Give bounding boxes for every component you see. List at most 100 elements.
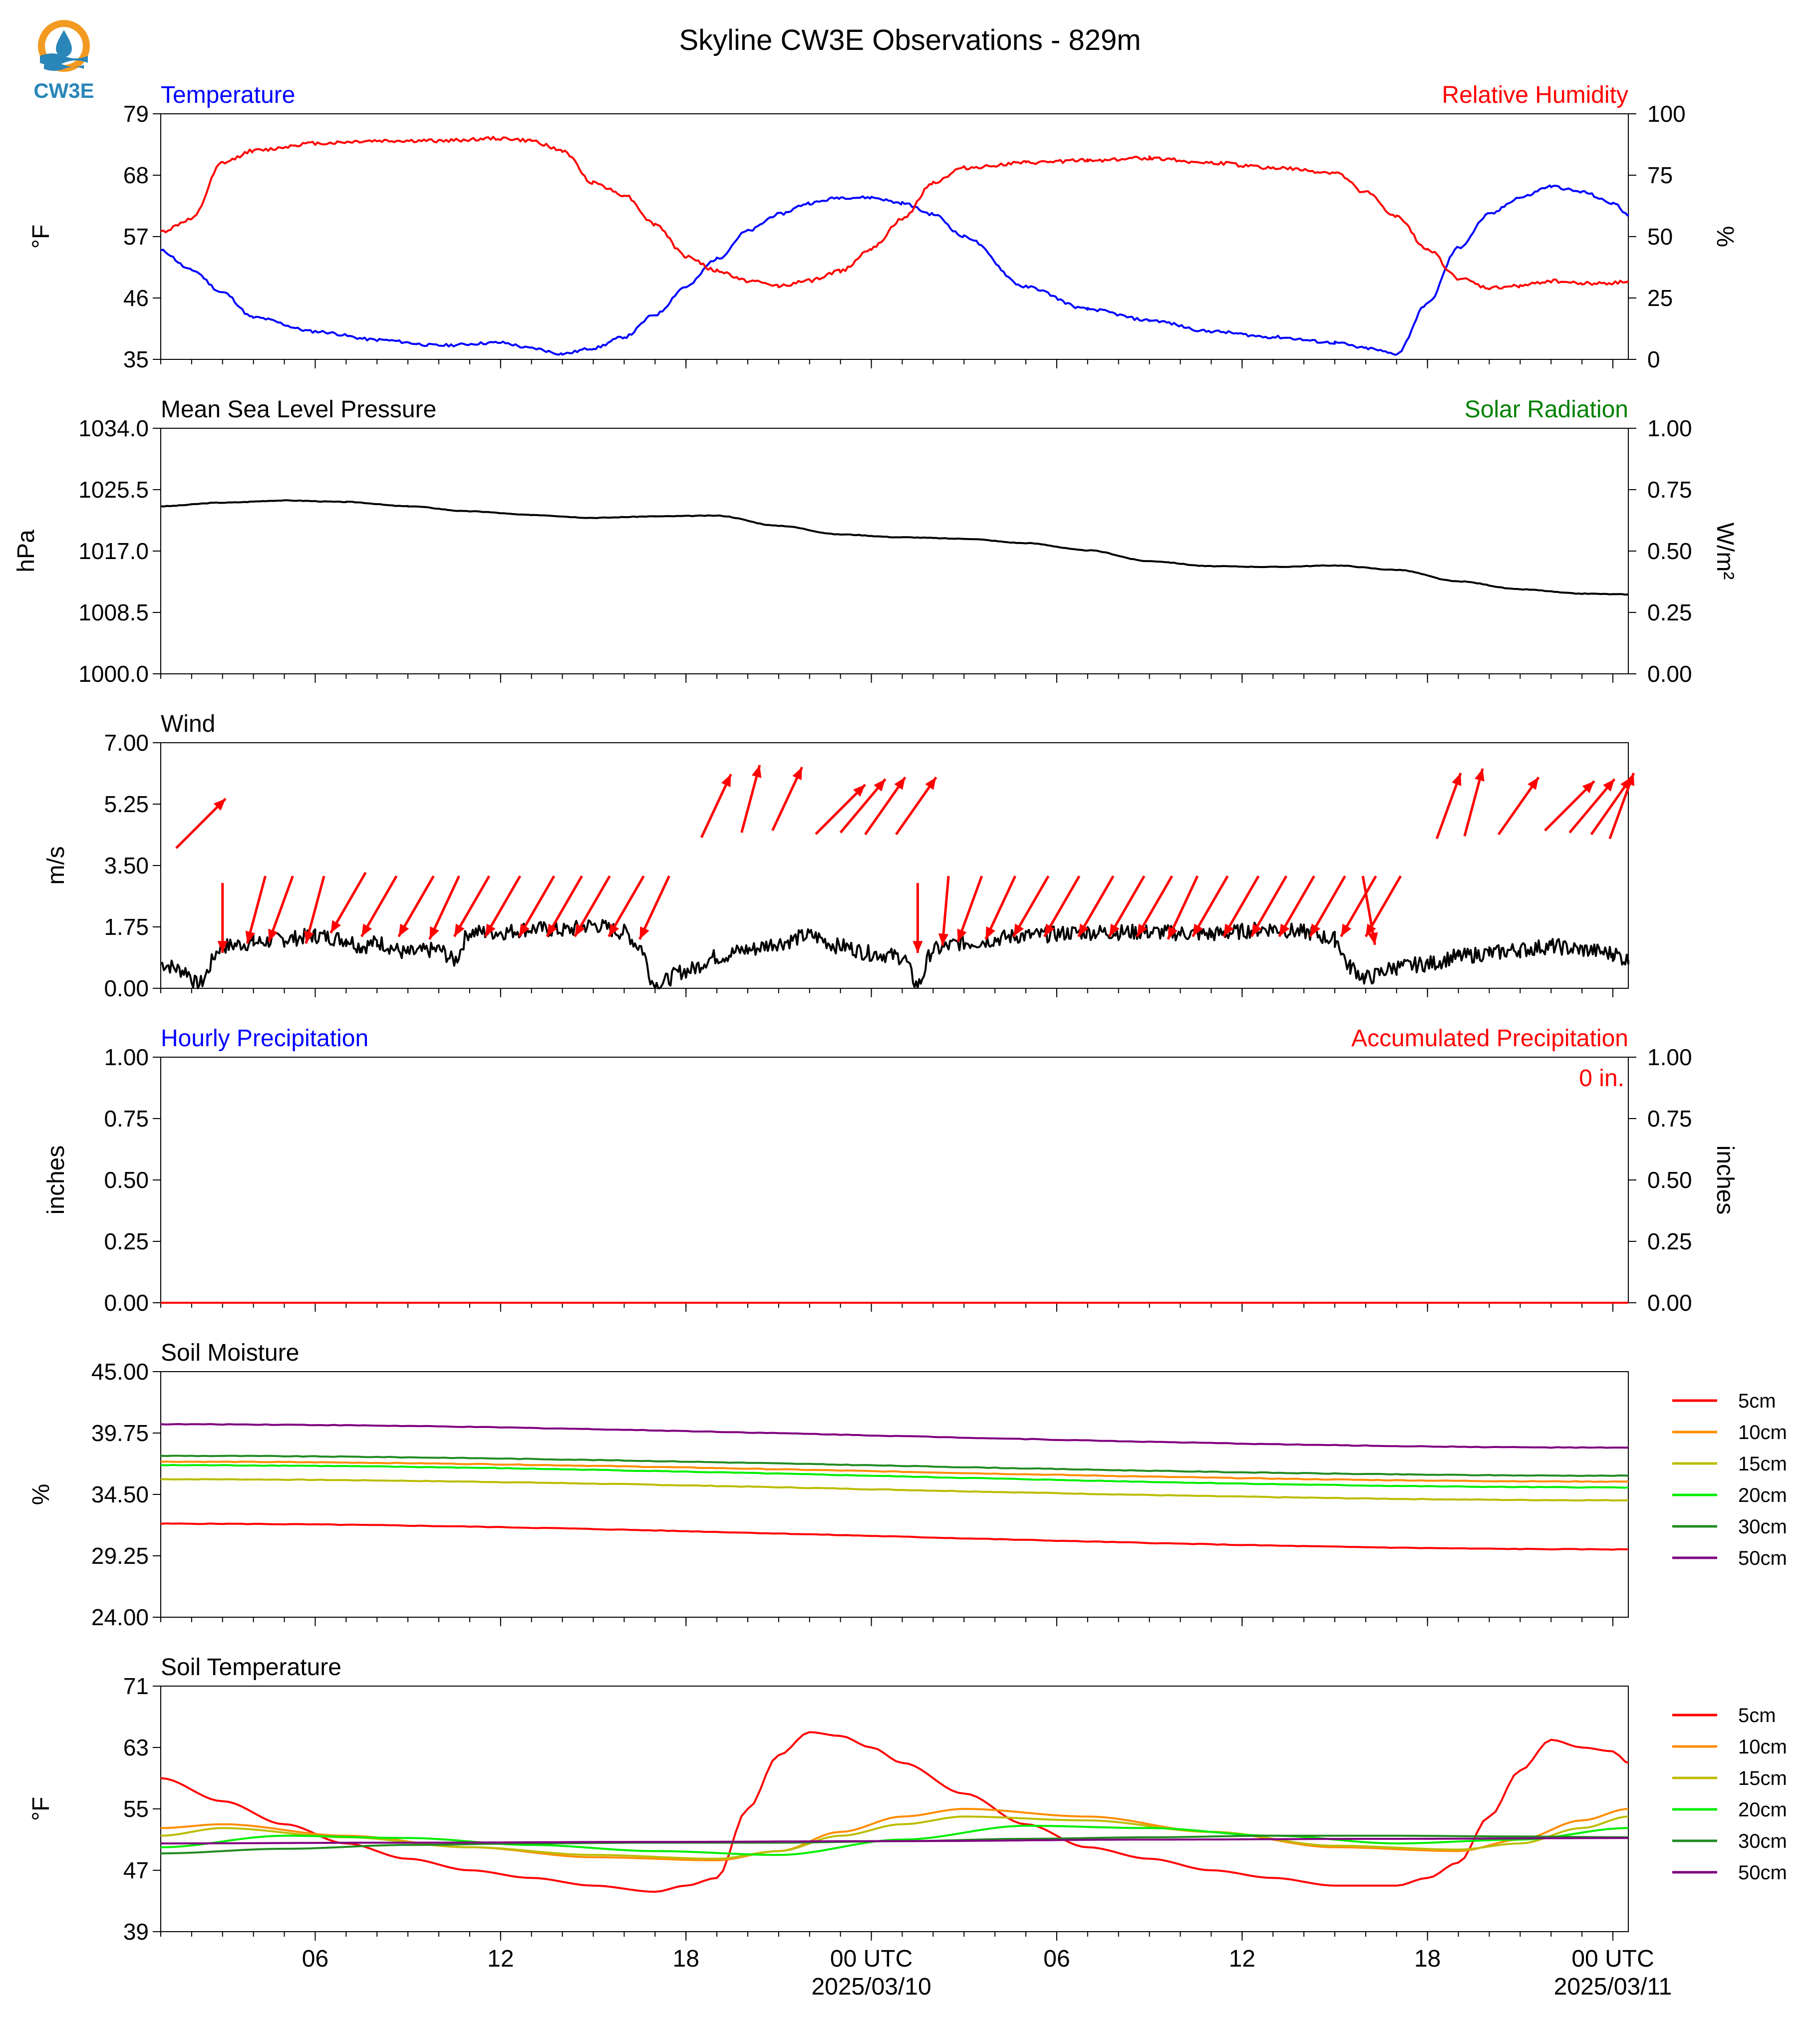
panel-title: Wind (161, 711, 215, 737)
wind-arrow-head (1475, 768, 1485, 782)
wind-arrow (638, 875, 670, 940)
y-tick-label: 24.00 (91, 1604, 149, 1630)
wind-arrow-head (1603, 779, 1615, 792)
plot-frame (160, 428, 1629, 674)
wind-arrow (984, 875, 1017, 940)
y-right-tick-label: 0.25 (1647, 599, 1692, 625)
legend-label: 10cm (1738, 1736, 1787, 1758)
y-right-tick-label: 0.50 (1647, 1167, 1692, 1193)
series-5cm (160, 1731, 1629, 1893)
x-tick-label: 12 (1229, 1946, 1255, 1972)
y-right-tick-label: 1.00 (1647, 1044, 1692, 1070)
wind-arrow-head (874, 779, 886, 792)
accumulated-total-label: 0 in. (1579, 1065, 1624, 1092)
wind-arrow (1250, 875, 1288, 937)
wind-arrow-head (792, 767, 802, 780)
y-right-tick-label: 100 (1647, 101, 1686, 127)
wind-arrow-head (912, 941, 923, 953)
wind-arrow-head (1368, 932, 1378, 945)
y-tick-label: 55 (123, 1796, 149, 1822)
wind-arrow (815, 784, 866, 835)
wind-arrow-head (485, 923, 496, 937)
panel-title: Mean Sea Level Pressure (161, 396, 436, 423)
wind-arrow (956, 875, 983, 942)
y-tick-label: 79 (123, 101, 149, 127)
wind-arrow (1222, 875, 1260, 937)
wind-arrow-head (1625, 773, 1635, 786)
panel-soil-moisture: Soil Moisture 24.00 29.25 34.50 39.75 45.00% 5… (28, 1340, 1787, 1630)
panel-wind: Wind 0.00 1.75 3.50 5.25 7.00 m/s (43, 711, 1635, 1001)
wind-arrow (1136, 875, 1174, 937)
wind-arrow-head (853, 785, 866, 797)
series-50cm (160, 1423, 1629, 1449)
series-5cm (160, 1522, 1629, 1551)
y-tick-label: 1025.5 (78, 477, 149, 503)
wind-arrow-head (938, 933, 949, 946)
y-right-tick-label: 25 (1647, 285, 1673, 311)
legend: 5cm 10cm 15cm 20cm 30cm 50cm (1672, 1390, 1787, 1569)
wind-arrow-head (1168, 926, 1178, 939)
wind-arrow (1608, 772, 1635, 840)
wind-arrow-head (1452, 773, 1462, 786)
legend-label: 15cm (1738, 1453, 1787, 1475)
wind-arrow (895, 776, 937, 836)
wind-arrow (1568, 778, 1616, 834)
wind-arrow-head (957, 928, 967, 942)
wind-arrow-head (547, 923, 558, 937)
panel-right-title: Relative Humidity (1442, 82, 1628, 108)
y-tick-label: 5.25 (104, 791, 149, 817)
x-tick-label: 00 UTC (830, 1946, 912, 1972)
wind-arrow (1278, 875, 1315, 937)
water-drop-sun-logo-icon (38, 20, 90, 72)
panel-temperature-humidity: Temperature Relative Humidity 35 46 57 68 79 °F… (28, 82, 1738, 372)
y-axis-label: °F (28, 1797, 54, 1821)
y-right-tick-label: 75 (1647, 162, 1673, 188)
y-tick-label: 1.00 (104, 1044, 149, 1070)
wind-arrow-head (1137, 923, 1148, 937)
wind-arrow-head (1582, 781, 1594, 794)
wind-arrow-head (1341, 923, 1352, 937)
y-axis-label: hPa (13, 530, 39, 573)
panel-soil-temperature: Soil Temperature 39 47 55 63 71 °F 06 12 18 00 UTC… (28, 1654, 1787, 2000)
y-right-axis-label: % (1712, 226, 1738, 248)
wind-arrow (700, 774, 732, 839)
y-tick-label: 71 (123, 1673, 149, 1699)
y-tick-label: 1008.5 (78, 599, 149, 625)
y-tick-label: 7.00 (104, 730, 149, 756)
wind-arrow-head (1078, 923, 1089, 937)
logo-text: CW3E (33, 79, 94, 102)
legend-label: 5cm (1738, 1390, 1776, 1412)
panel-right-title: Accumulated Precipitation (1351, 1025, 1628, 1052)
cw3e-logo: CW3E (29, 15, 99, 105)
wind-arrow-head (1251, 923, 1262, 937)
y-tick-label: 0.50 (104, 1167, 149, 1193)
wind-arrow (1077, 875, 1115, 937)
wind-arrow-head (1365, 923, 1376, 937)
y-right-tick-label: 1.00 (1647, 415, 1692, 441)
y-tick-label: 0.00 (104, 1290, 149, 1316)
x-date-label: 2025/03/11 (1554, 1974, 1672, 2000)
y-axis-label: % (28, 1484, 54, 1505)
x-tick-label: 06 (302, 1946, 328, 1972)
wind-arrow-head (217, 941, 228, 953)
legend-label: 50cm (1738, 1547, 1787, 1569)
y-tick-label: 47 (123, 1857, 149, 1883)
panel-title: Temperature (161, 82, 295, 108)
y-right-tick-label: 0.25 (1647, 1228, 1692, 1254)
wind-arrow-head (721, 774, 731, 788)
y-tick-label: 3.50 (104, 853, 149, 878)
wind-arrow-head (608, 923, 619, 937)
wind-arrow (1108, 875, 1146, 937)
panel-right-title: Solar Radiation (1465, 396, 1628, 423)
wind-arrow (771, 766, 803, 831)
y-tick-label: 35 (123, 346, 149, 372)
plot-frame (160, 1057, 1629, 1303)
series-pressure (160, 499, 1629, 596)
series-10cm (160, 1460, 1629, 1483)
y-tick-label: 39 (123, 1919, 149, 1945)
y-tick-label: 1000.0 (78, 661, 149, 687)
wind-arrow (740, 765, 762, 833)
plot-frame (160, 1686, 1629, 1932)
wind-arrow-head (751, 765, 762, 778)
wind-arrow-head (1279, 923, 1290, 937)
